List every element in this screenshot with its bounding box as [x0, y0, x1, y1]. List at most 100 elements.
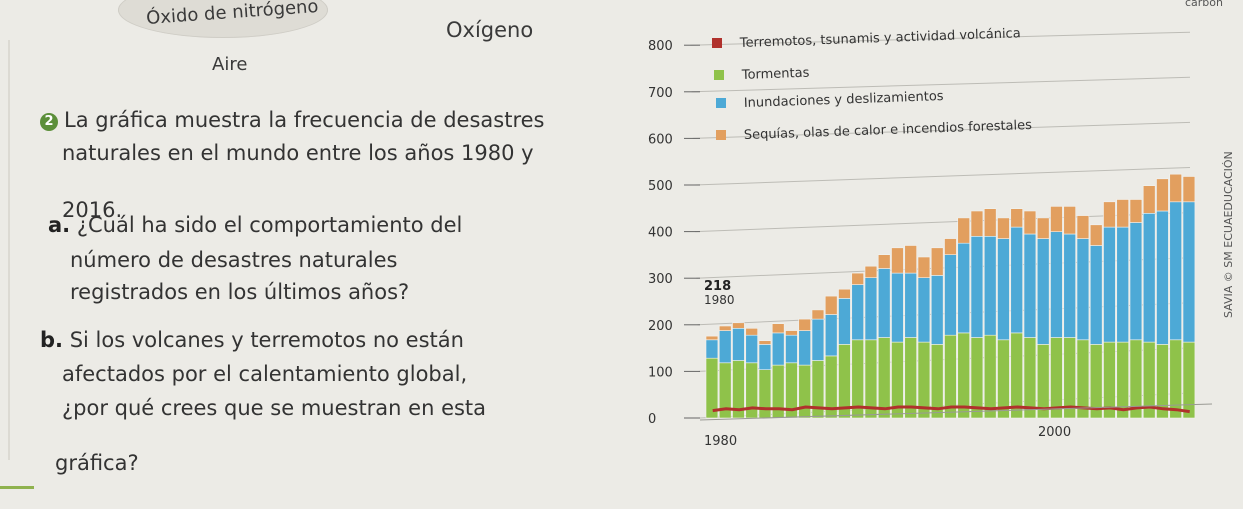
oxygen-label: Oxígeno	[446, 18, 534, 42]
bar-2002-2	[997, 238, 1010, 341]
y-tick-label-600: 600	[648, 132, 673, 147]
page-gutter-shadow	[8, 40, 10, 460]
bar-1982-2	[732, 327, 745, 361]
bar-2000-1	[970, 337, 984, 419]
legend-swatch-3	[716, 130, 726, 140]
bar-2009-2	[1089, 245, 1103, 345]
bar-2004-1	[1023, 337, 1037, 419]
bar-2012-2	[1129, 222, 1143, 341]
chart-legend: Terremotos, tsunamis y actividad volcáni…	[712, 26, 1032, 143]
bar-1989-3	[824, 295, 838, 315]
bar-2009-3	[1089, 224, 1103, 246]
bar-1988-2	[811, 318, 825, 361]
bar-1984-1	[758, 369, 772, 419]
y-tick-label-200: 200	[648, 319, 673, 334]
bar-2012-3	[1129, 199, 1143, 223]
bar-1999-2	[957, 242, 970, 334]
bar-1993-3	[877, 254, 891, 269]
bar-2016-2	[1182, 201, 1196, 343]
question-a-line-2: número de desastres naturales	[70, 248, 398, 272]
x-tick-label-2000: 2000	[1038, 425, 1071, 440]
bar-2005-2	[1036, 238, 1050, 345]
gridline-500	[693, 167, 1191, 186]
x-tick-label-1980: 1980	[704, 434, 737, 449]
question-b-line-4: gráfica?	[55, 451, 139, 475]
bar-1997-2	[930, 275, 944, 345]
question-b-line-3: ¿por qué crees que se muestran en esta	[62, 396, 487, 420]
question-b-letter: b.	[40, 328, 64, 352]
bar-1984-3	[758, 340, 772, 345]
bar-1997-3	[930, 247, 944, 276]
bar-2006-3	[1050, 206, 1063, 232]
question-a-letter: a.	[48, 213, 71, 237]
bar-2014-2	[1156, 210, 1169, 345]
bar-2001-3	[983, 208, 997, 237]
bar-1982-3	[732, 322, 745, 329]
y-axis: 0 100 200 300 400 500 600 700 800	[648, 39, 700, 427]
bar-2001-2	[983, 236, 997, 336]
bar-2005-1	[1036, 344, 1050, 419]
bar-2000-2	[970, 236, 984, 338]
legend-label-1: Tormentas	[741, 66, 810, 83]
bar-2002-3	[997, 217, 1010, 239]
question-number-badge: 2	[40, 113, 58, 131]
bar-1983-3	[745, 327, 758, 336]
y-tick-label-800: 800	[648, 39, 673, 54]
bar-1987-3	[798, 318, 811, 331]
bar-2014-3	[1156, 178, 1169, 212]
bar-1995-2	[904, 272, 917, 338]
bar-2016-3	[1182, 176, 1196, 203]
annotation-year: 1980	[704, 293, 735, 307]
bar-2007-2	[1063, 233, 1076, 338]
question-intro-line-2: naturales en el mundo entre los años 198…	[62, 141, 534, 165]
legend-swatch-1	[714, 70, 724, 80]
y-tick-label-700: 700	[648, 86, 673, 101]
bar-1993-2	[877, 268, 891, 338]
bar-1986-3	[785, 330, 798, 336]
bar-2008-3	[1076, 215, 1090, 239]
bar-2015-2	[1169, 201, 1182, 341]
bar-1998-2	[944, 254, 957, 336]
legend-swatch-2	[716, 98, 726, 108]
bar-1981-3	[718, 325, 732, 331]
bar-2015-3	[1169, 173, 1182, 203]
bar-1991-2	[851, 284, 864, 341]
question-intro-line-3: 2016.	[62, 198, 123, 222]
bar-1985-3	[771, 323, 785, 334]
bar-1999-3	[957, 217, 970, 244]
gridline-700	[691, 76, 1191, 93]
legend-label-0: Terremotos, tsunamis y actividad volcáni…	[739, 26, 1021, 51]
bar-1990-3	[838, 288, 851, 299]
bar-2001-1	[983, 334, 997, 419]
bar-1994-3	[891, 247, 904, 274]
bar-1996-2	[917, 277, 931, 343]
bar-2004-2	[1023, 233, 1037, 338]
bar-2008-2	[1076, 238, 1090, 341]
bar-2011-2	[1116, 226, 1129, 343]
earthquake-line	[712, 405, 1190, 414]
y-tick-label-0: 0	[648, 412, 656, 427]
bar-1996-3	[917, 256, 931, 279]
x-axis: 1980 2000	[699, 403, 1213, 449]
publisher-credit: SAVIA © SM ECUAEDUCACIÓN	[1222, 151, 1235, 318]
y-tick-label-400: 400	[648, 226, 673, 241]
y-tick-label-500: 500	[648, 179, 673, 194]
bar-1991-3	[851, 272, 864, 285]
bar-1980-2	[705, 339, 719, 359]
bar-1985-2	[771, 332, 785, 366]
bar-2005-3	[1036, 217, 1050, 239]
gridline-800	[690, 31, 1191, 46]
bar-1980-3	[705, 335, 719, 341]
bar-1987-2	[798, 330, 811, 366]
bar-1992-3	[864, 265, 878, 279]
bar-1987-1	[798, 364, 811, 419]
bar-1981-2	[718, 330, 732, 364]
bar-2000-3	[970, 210, 984, 237]
x-axis-line	[699, 403, 1213, 421]
air-label: Aire	[212, 54, 248, 75]
question-a-line-1: a. ¿Cuál ha sido el comportamiento del	[48, 213, 463, 237]
question-intro-line-1: 2 La gráfica muestra la frecuencia de des…	[40, 108, 545, 132]
legend-label-3: Sequías, olas de calor e incendios fores…	[744, 118, 1033, 143]
bar-2015-1	[1169, 339, 1182, 419]
